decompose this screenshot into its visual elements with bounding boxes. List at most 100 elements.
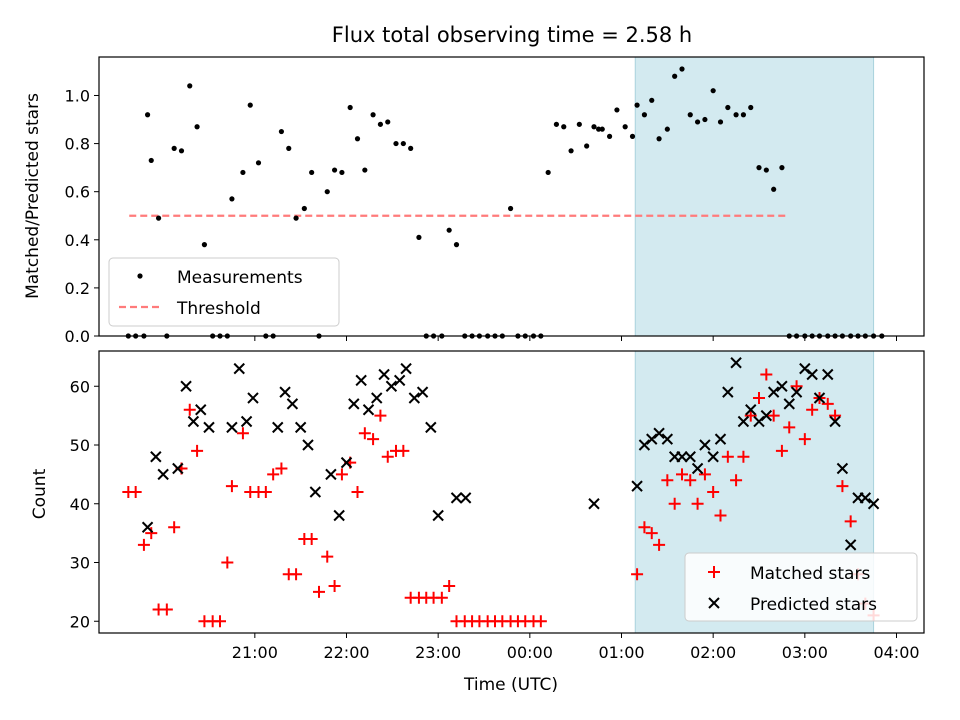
matched-star-point	[844, 515, 857, 528]
measurement-point	[664, 126, 670, 132]
measurement-point	[324, 189, 330, 195]
predicted-star-point	[799, 362, 811, 375]
predicted-star-point	[203, 421, 215, 434]
measurement-point	[229, 196, 235, 202]
measurement-point	[155, 215, 162, 221]
x-tick-label: 21:00	[232, 643, 278, 662]
bottom-panel-y-axis: 20 30 40 50 60	[70, 377, 99, 631]
predicted-star-point	[867, 498, 880, 510]
matched-star-point	[374, 409, 387, 422]
measurement-point	[453, 242, 460, 248]
measurement-point	[634, 102, 640, 108]
bottom-panel-y-axis-label: Count	[30, 468, 50, 519]
legend-matched-marker	[708, 566, 720, 578]
measurement-point	[545, 169, 551, 176]
matched-star-point	[351, 486, 364, 498]
predicted-star-point	[822, 368, 834, 381]
matched-star-point	[744, 409, 757, 422]
matched-star-point	[160, 603, 173, 616]
measurement-point	[717, 119, 724, 125]
matched-star-point	[225, 480, 238, 493]
matched-star-point	[753, 392, 765, 404]
measurement-point	[756, 165, 762, 171]
predicted-star-point	[279, 386, 291, 398]
measurement-point	[446, 227, 452, 233]
top-panel-y-axis: 0.0 0.2 0.4 0.6 0.8 1.0	[65, 86, 99, 346]
measurement-point	[201, 242, 208, 248]
predicted-star-point	[646, 433, 658, 445]
predicted-star-point	[638, 439, 651, 451]
chart-title: Flux total observing time = 2.58 h	[332, 23, 692, 47]
predicted-star-point	[588, 498, 600, 510]
measurement-point	[595, 126, 602, 132]
matched-star-point	[328, 580, 341, 592]
predicted-star-point	[400, 362, 412, 375]
measurement-point	[733, 112, 739, 118]
measurement-point	[339, 169, 345, 176]
matched-star-point	[714, 509, 727, 522]
legend-matched-label: Matched stars	[750, 564, 870, 584]
matched-star-point	[191, 444, 204, 457]
measurement-point	[362, 167, 368, 173]
predicted-star-point	[187, 415, 200, 428]
y-tick-label: 0.2	[65, 279, 90, 298]
x-tick-label: 22:00	[323, 643, 369, 662]
matched-star-point	[645, 527, 658, 540]
matched-star-point	[790, 380, 803, 393]
predicted-star-point	[195, 404, 207, 416]
measurement-point	[591, 124, 597, 130]
x-tick-label: 03:00	[782, 643, 828, 662]
predicted-star-point	[783, 398, 795, 410]
matched-star-point	[397, 444, 410, 457]
matched-star-point	[435, 591, 448, 604]
measurement-point	[748, 104, 754, 111]
x-tick-label: 02:00	[690, 643, 736, 662]
predicted-star-point	[676, 451, 688, 463]
x-tick-label: 04:00	[873, 643, 919, 662]
measurement-point	[240, 169, 246, 176]
measurement-point	[568, 148, 574, 154]
predicted-star-point	[393, 374, 406, 387]
matched-star-point	[313, 585, 325, 598]
predicted-star-point	[371, 392, 383, 404]
matched-star-point	[183, 403, 196, 416]
matched-star-point	[698, 468, 711, 481]
measurement-point	[370, 112, 376, 118]
matched-star-point	[691, 497, 704, 510]
legend-predicted-marker	[708, 597, 720, 609]
measurement-point	[416, 234, 422, 240]
predicted-star-point	[745, 404, 757, 416]
predicted-star-point	[707, 451, 719, 463]
matched-star-point	[221, 556, 234, 569]
matched-star-point	[806, 403, 819, 416]
predicted-star-point	[737, 415, 750, 428]
measurement-point	[286, 145, 292, 151]
predicted-star-point	[355, 374, 367, 387]
matched-star-point	[290, 568, 303, 581]
predicted-star-point	[691, 462, 704, 475]
matched-star-point	[259, 486, 272, 498]
predicted-star-point	[714, 433, 727, 445]
predicted-star-point	[699, 439, 711, 451]
matched-star-point	[829, 409, 842, 422]
measurement-point	[649, 97, 655, 103]
matched-star-point	[534, 615, 547, 628]
predicted-star-point	[432, 509, 444, 522]
predicted-star-point	[325, 468, 337, 481]
measurement-point	[584, 143, 590, 149]
predicted-star-point	[730, 357, 742, 369]
matched-star-point	[836, 480, 849, 493]
predicted-star-point	[286, 398, 299, 410]
predicted-star-point	[661, 433, 674, 445]
predicted-star-point	[416, 386, 429, 398]
measurement-point	[400, 140, 406, 147]
predicted-star-point	[302, 439, 314, 451]
shaded-interval	[634, 56, 875, 337]
measurement-point	[641, 112, 648, 118]
predicted-star-point	[631, 480, 643, 492]
predicted-stars-series	[141, 357, 880, 551]
predicted-star-point	[684, 451, 696, 463]
x-tick-label: 00:00	[507, 643, 553, 662]
measurement-point	[779, 165, 785, 171]
